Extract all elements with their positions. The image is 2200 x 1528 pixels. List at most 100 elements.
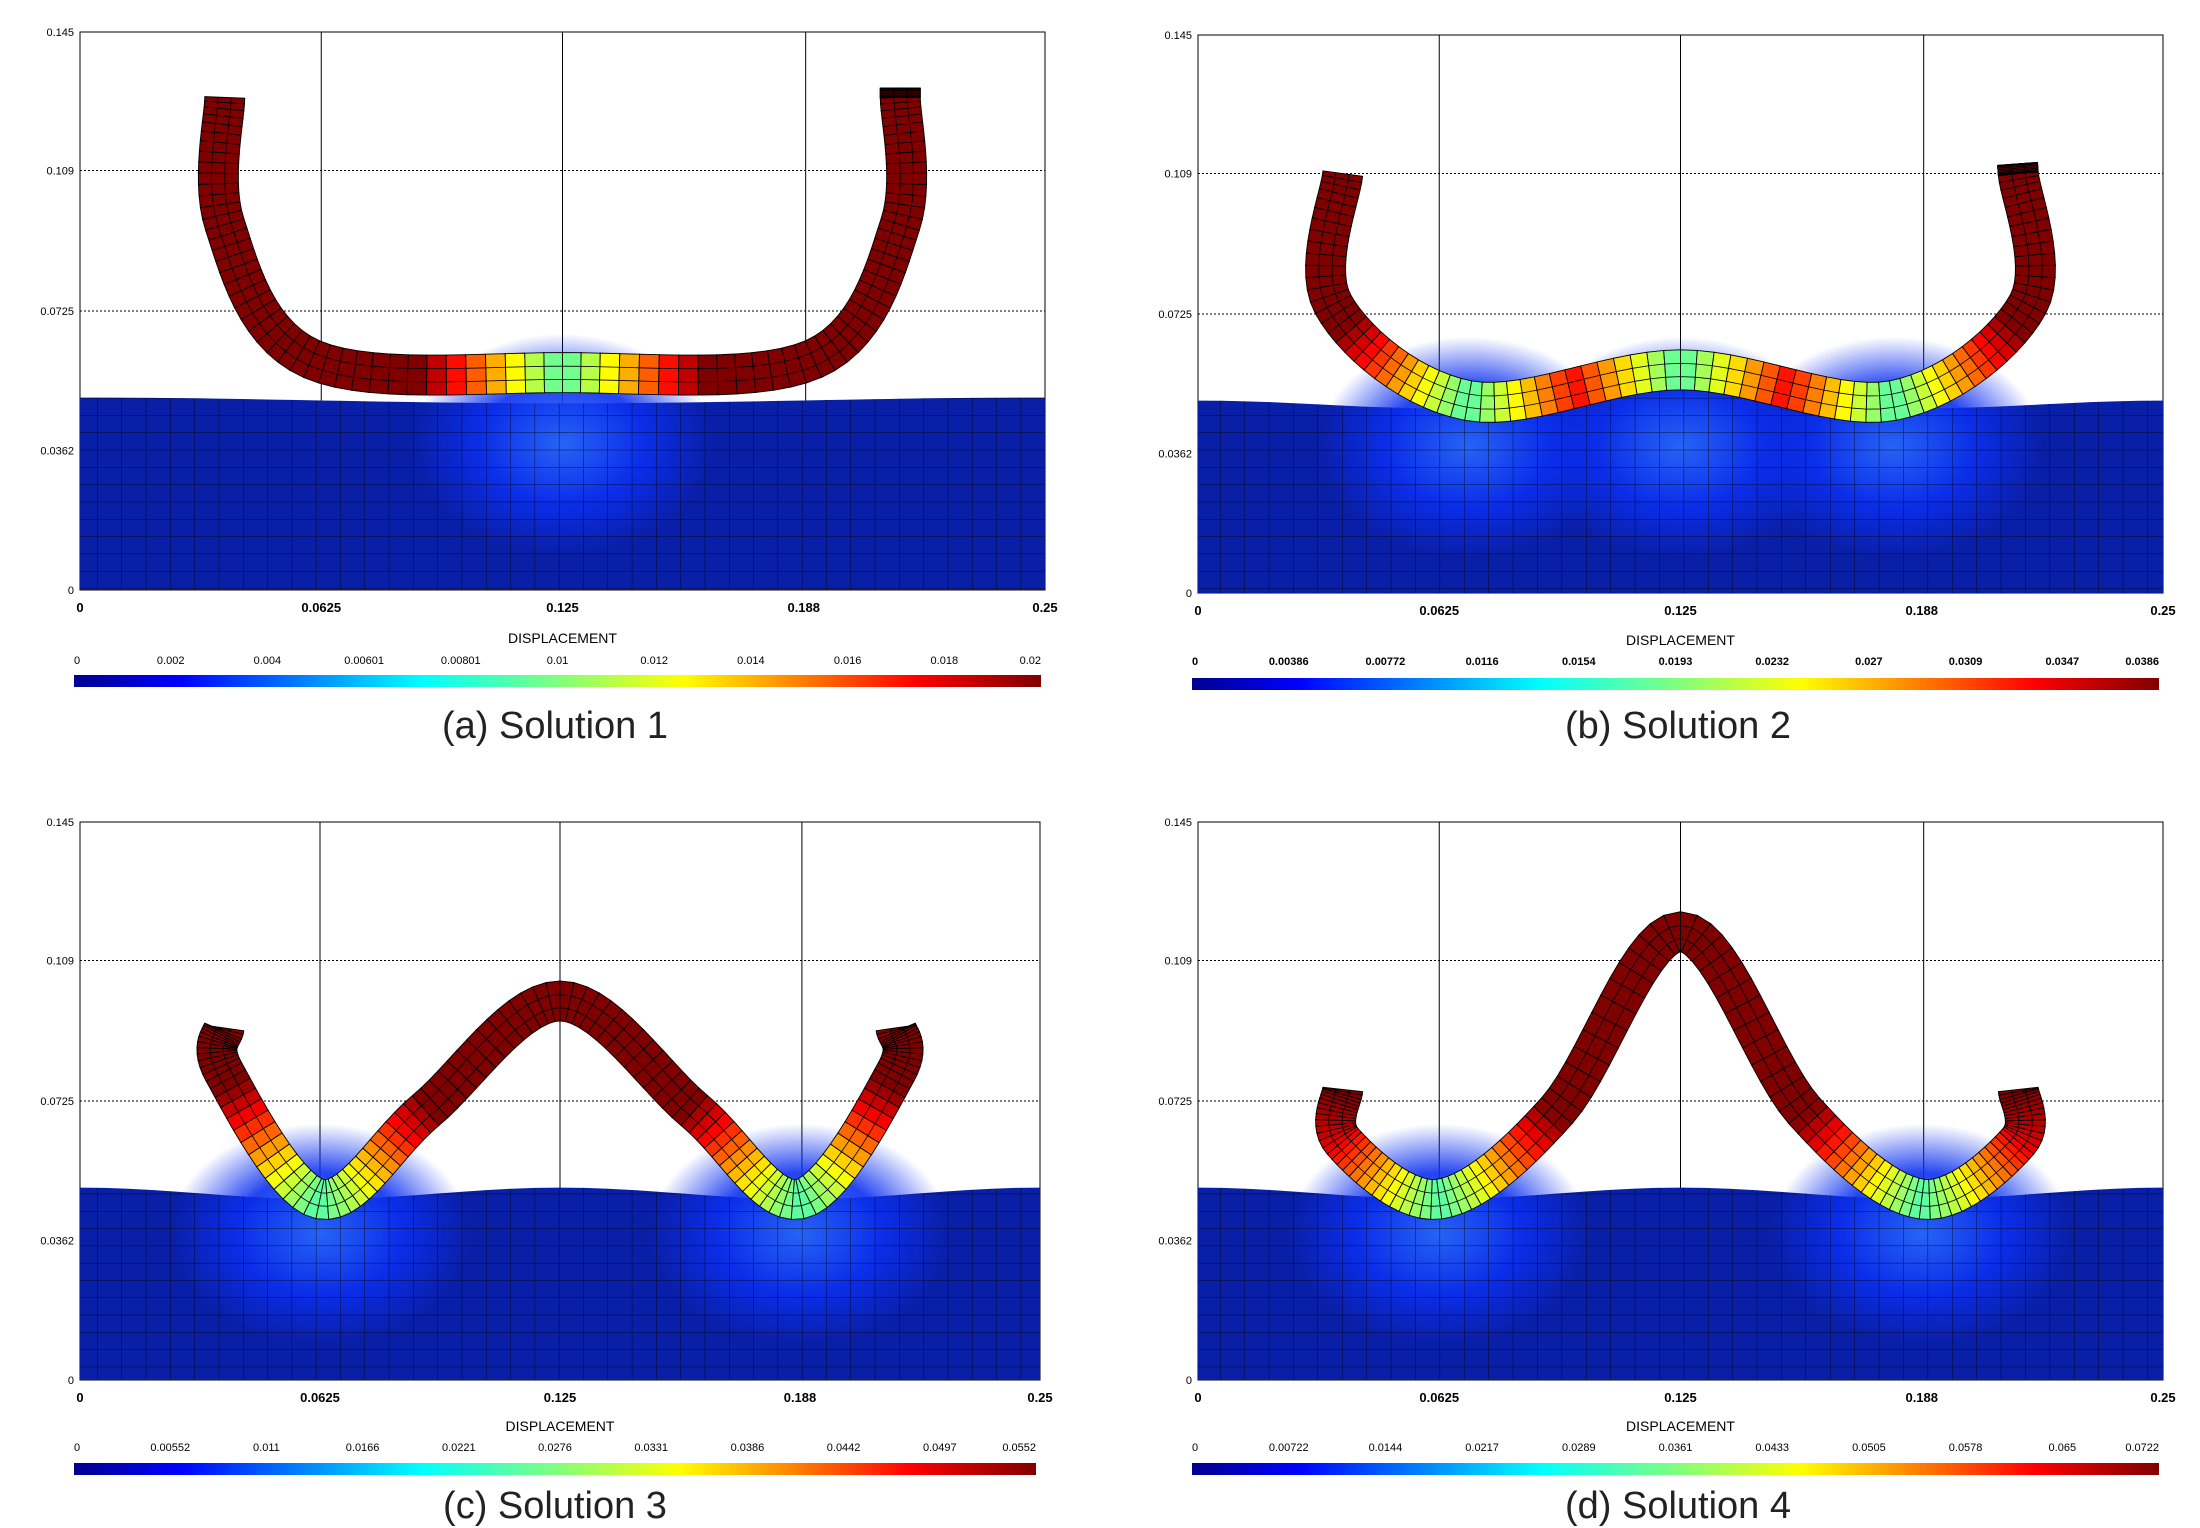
colorbar-tick-label: 0.0193 [1659,656,1693,668]
x-tick-label: 0.25 [1027,1390,1052,1405]
colorbar-tick-label: 0.0331 [634,1442,668,1454]
beam-element [678,355,698,395]
x-tick-label: 0.188 [787,600,820,615]
x-tick-label: 0.0625 [301,600,341,615]
colorbar-tick-label: 0.011 [253,1442,280,1454]
x-tick-label: 0.25 [2150,603,2175,618]
colorbar-tick-label: 0.027 [1855,656,1883,668]
colorbar-tick-label: 0.0166 [346,1442,380,1454]
x-tick-label: 0.125 [546,600,579,615]
colorbar-tick-label: 0.004 [254,655,282,667]
beam-element [525,353,545,393]
colorbar-tick-label: 0.016 [834,655,862,667]
beam-element [717,354,737,395]
beam-element [544,353,563,393]
x-tick-label: 0.125 [1664,603,1697,618]
beam-element [638,354,659,394]
x-tick-label: 0.0625 [1419,1390,1459,1405]
y-tick-label: 0.109 [1164,169,1192,181]
y-tick-label: 0.145 [1164,817,1192,829]
beam-element [388,354,408,395]
x-tick-label: 0.0625 [1419,603,1459,618]
colorbar-tick-label: 0.0722 [2125,1442,2159,1454]
beam-element [369,353,390,394]
y-tick-label: 0.0362 [40,1236,74,1248]
beam-element [466,354,487,394]
caption-solution-1: (a) Solution 1 [55,705,1055,748]
colorbar-title: DISPLACEMENT [1626,632,1735,648]
colorbar-tick-label: 0.0144 [1369,1442,1403,1454]
colorbar-tick-label: 0.0217 [1465,1442,1499,1454]
beam-element [599,353,619,394]
colorbar-tick-label: 0.0221 [442,1442,476,1454]
beam-element [563,353,582,393]
y-tick-label: 0.109 [1164,956,1192,968]
colorbar-tick-label: 0.0116 [1466,656,1499,668]
y-tick-label: 0.145 [46,27,74,39]
beam-element [698,355,718,395]
colorbar-tick-label: 0.0505 [1852,1442,1886,1454]
colorbar-tick-label: 0.0347 [2045,656,2079,668]
x-tick-label: 0.125 [544,1390,577,1405]
colorbar-tick-label: 0.0232 [1755,656,1789,668]
beam-element [887,173,927,184]
colorbar-tick-label: 0.0309 [1949,656,1983,668]
colorbar [74,1463,1036,1475]
colorbar-tick-label: 0.00772 [1366,656,1406,668]
colorbar-tick-label: 0.0276 [538,1442,572,1454]
y-tick-label: 0.0362 [1158,1236,1192,1248]
colorbar-tick-label: 0.018 [931,655,959,667]
beam-element [619,354,640,395]
colorbar-tick-label: 0.02 [1020,655,1041,667]
colorbar-tick-label: 0.0442 [827,1442,861,1454]
colorbar-tick-label: 0.014 [737,655,765,667]
y-tick-label: 0.145 [1164,30,1192,42]
x-tick-label: 0.188 [1905,603,1938,618]
colorbar-tick-label: 0.0361 [1659,1442,1693,1454]
colorbar-tick-label: 0.00801 [441,655,481,667]
x-tick-label: 0 [76,1390,83,1405]
caption-solution-4: (d) Solution 4 [1178,1485,2178,1528]
beam-element [198,173,238,184]
colorbar-tick-label: 0 [1192,1442,1198,1454]
beam-element [658,355,678,395]
y-tick-label: 0 [1186,1375,1192,1387]
y-tick-label: 0.109 [46,956,74,968]
colorbar-tick-label: 0.0552 [1002,1442,1036,1454]
caption-solution-2: (b) Solution 2 [1178,705,2178,748]
colorbar-tick-label: 0.0578 [1949,1442,1983,1454]
beam-element [1480,382,1495,422]
colorbar-tick-label: 0 [74,1442,80,1454]
y-tick-label: 0.0725 [1158,309,1192,321]
colorbar-tick-label: 0.002 [157,655,185,667]
x-tick-label: 0.125 [1664,1390,1697,1405]
y-tick-label: 0.0725 [1158,1096,1192,1108]
x-tick-label: 0.188 [784,1390,817,1405]
y-tick-label: 0.145 [46,817,74,829]
colorbar-title: DISPLACEMENT [1626,1418,1735,1434]
y-tick-label: 0.0362 [40,446,74,458]
colorbar-tick-label: 0.065 [2049,1442,2077,1454]
colorbar-tick-label: 0 [74,655,80,667]
substrate-mesh [80,398,1045,590]
colorbar-tick-label: 0.0289 [1562,1442,1596,1454]
beam-element [581,353,601,393]
beam-element [407,355,427,395]
x-tick-label: 0 [1194,603,1201,618]
beam-element [485,354,506,395]
substrate-mesh [1198,1188,2163,1380]
colorbar-tick-label: 0.0433 [1755,1442,1789,1454]
colorbar-tick-label: 0.0497 [923,1442,957,1454]
beam-element [2015,265,2055,277]
beam-element [446,355,466,395]
colorbar-tick-label: 0.01 [547,655,568,667]
colorbar-title: DISPLACEMENT [506,1418,615,1434]
colorbar-title: DISPLACEMENT [508,630,617,646]
caption-solution-3: (c) Solution 3 [55,1485,1055,1528]
colorbar [1192,1463,2159,1475]
